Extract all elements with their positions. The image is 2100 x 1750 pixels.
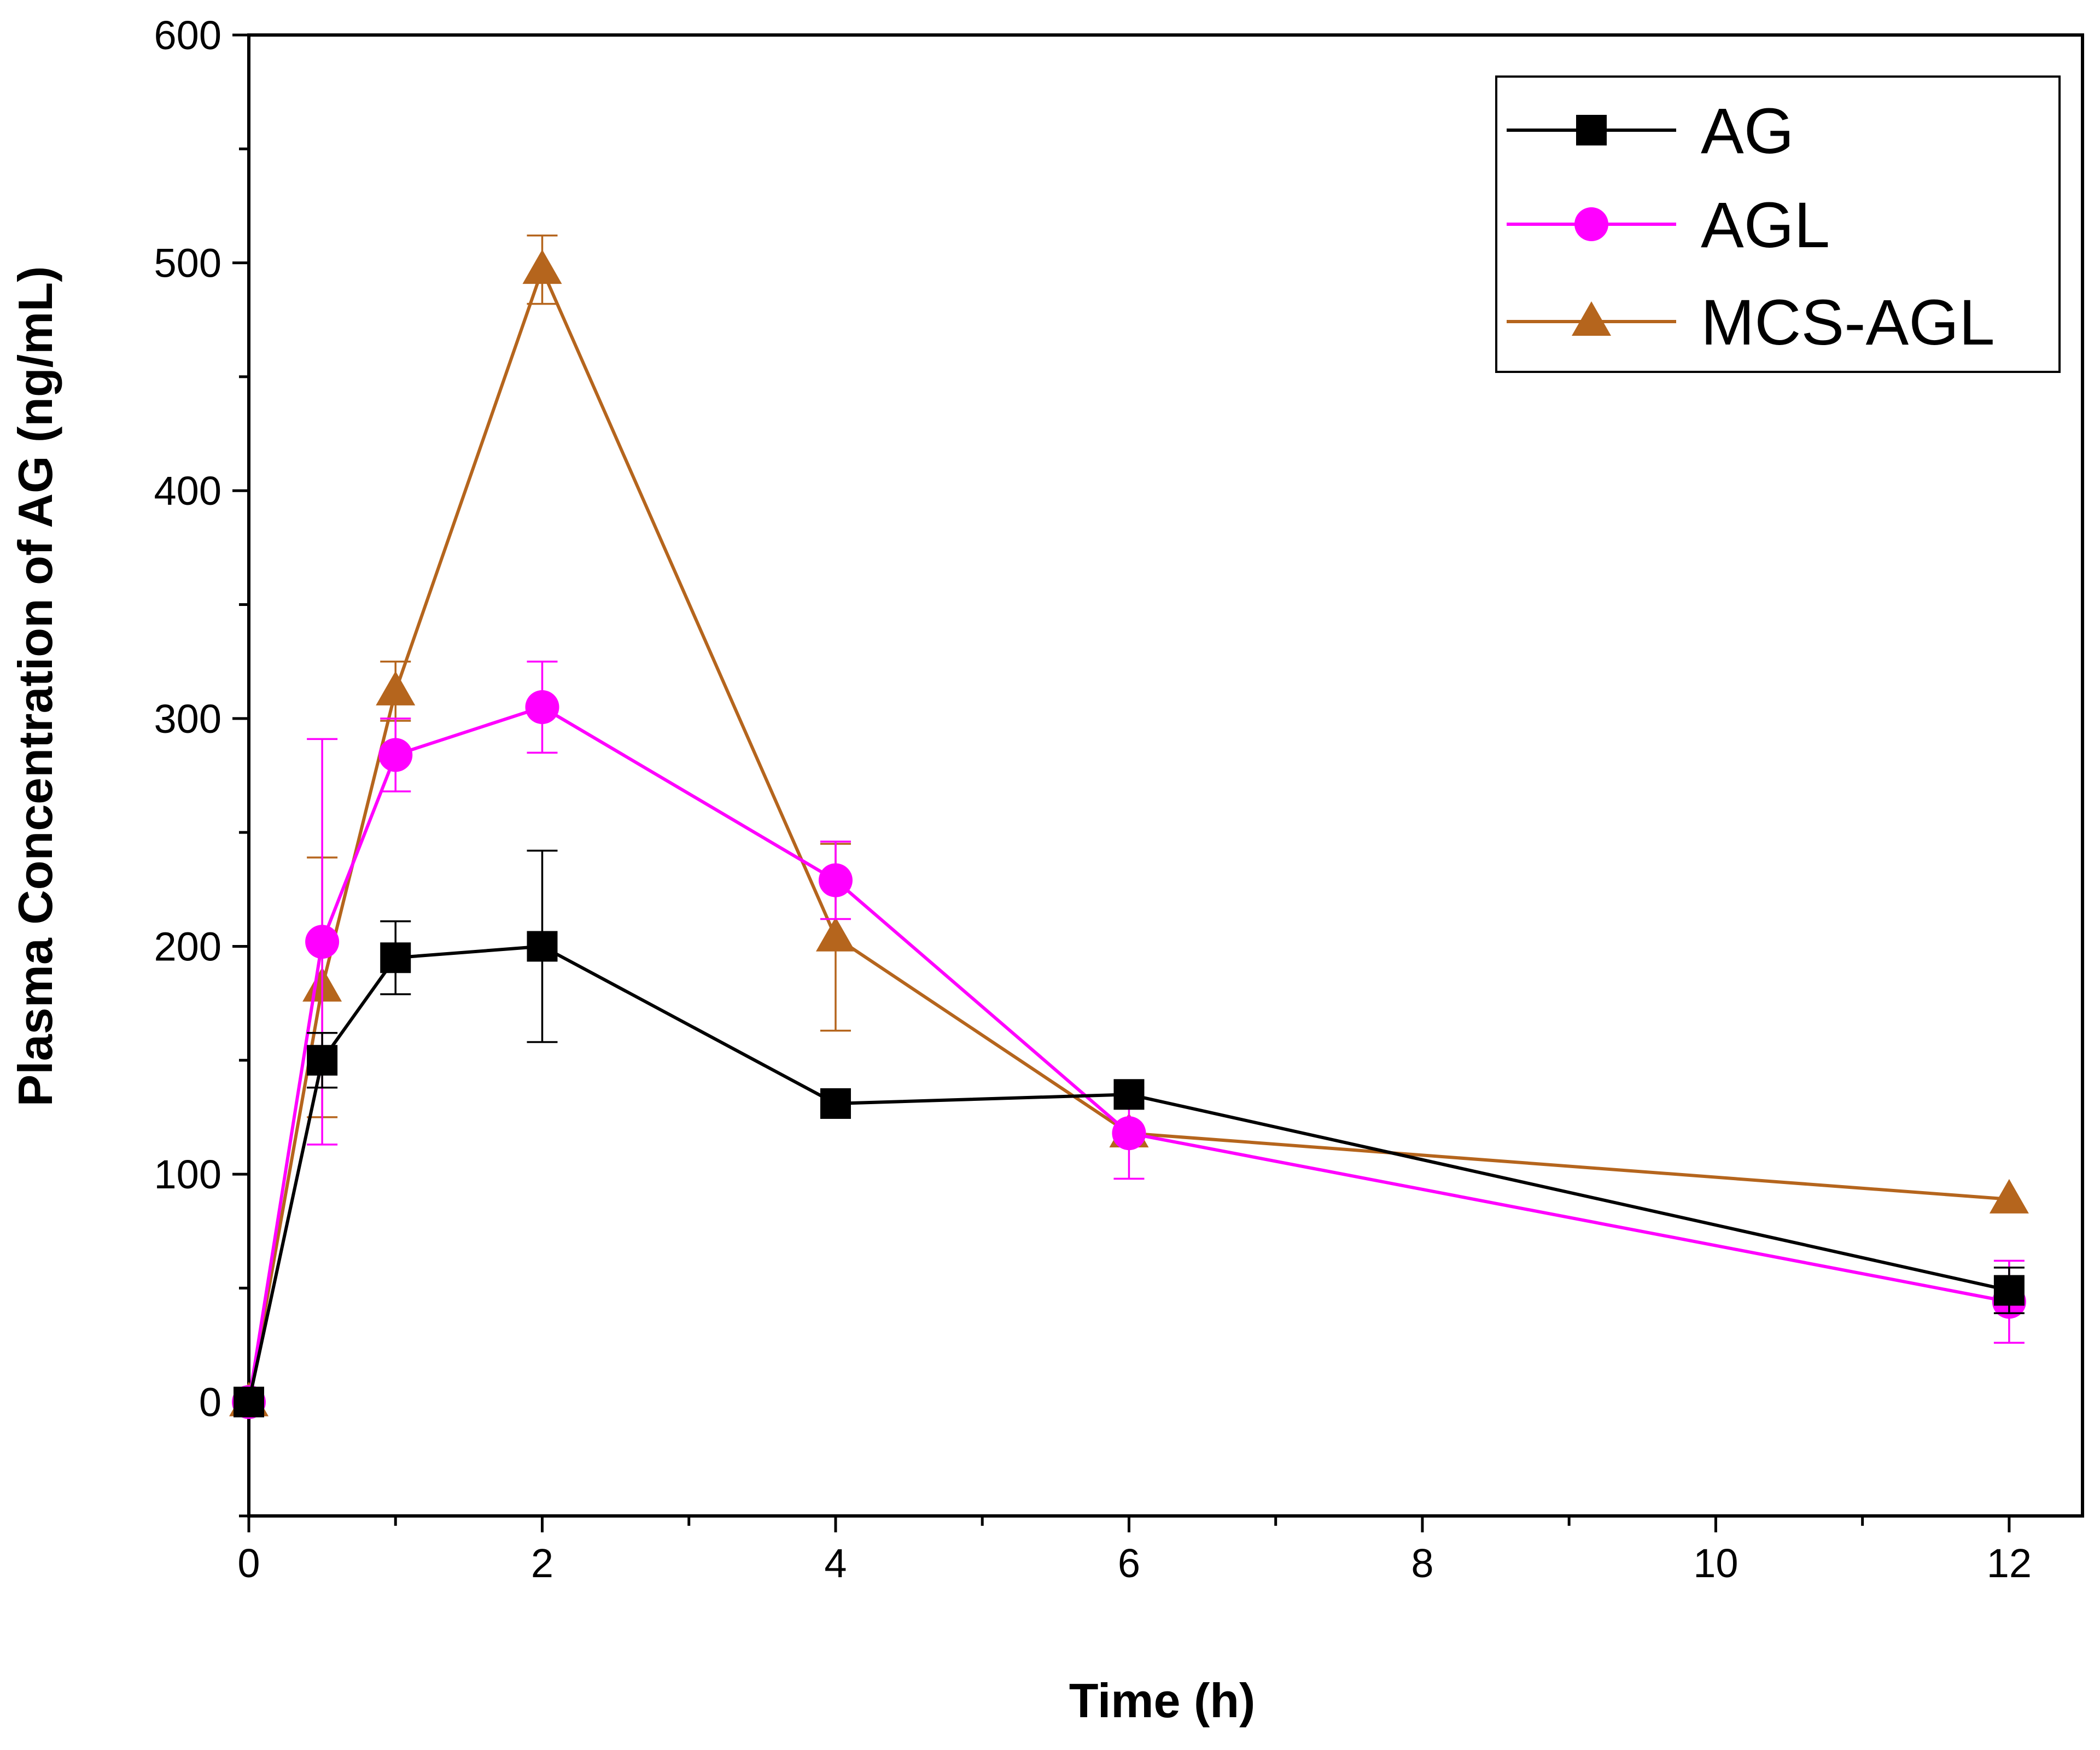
data-point-mcs-agl <box>1989 1179 2029 1214</box>
data-point-ag <box>307 1045 338 1076</box>
y-tick-label: 400 <box>154 468 221 514</box>
legend-entry-mcs-agl: MCS-AGL <box>1507 287 1995 359</box>
y-axis-title: Plasma Concentration of AG (ng/mL) <box>8 266 62 1107</box>
y-tick-label: 200 <box>154 924 221 969</box>
x-tick-label: 4 <box>824 1541 847 1586</box>
legend-label-ag: AG <box>1701 95 1794 167</box>
axes <box>247 33 2084 1518</box>
x-tick-label: 12 <box>1987 1541 2032 1586</box>
series-mcs-agl <box>229 234 2029 1416</box>
data-point-agl <box>305 925 340 959</box>
legend-entry-ag: AG <box>1507 95 1794 167</box>
y-tick-label: 300 <box>154 696 221 742</box>
x-axis-title: Time (h) <box>1069 1673 1256 1728</box>
y-tick-label: 0 <box>199 1380 221 1425</box>
y-tick-label: 500 <box>154 241 221 286</box>
data-point-ag <box>380 942 411 973</box>
plot-frame <box>247 33 2084 1518</box>
legend-marker-mcs-agl <box>1572 301 1611 336</box>
data-point-ag <box>527 931 558 962</box>
data-point-ag <box>820 1088 851 1119</box>
data-point-agl <box>378 738 413 772</box>
legend-entry-agl: AGL <box>1507 189 1830 261</box>
x-tick-label: 0 <box>237 1541 260 1586</box>
x-tick-label: 6 <box>1118 1541 1140 1586</box>
data-series <box>229 234 2029 1419</box>
x-tick-label: 2 <box>531 1541 553 1586</box>
y-tick-label: 100 <box>154 1152 221 1197</box>
y-tick-labels: 0 100 200 300 400 500 600 <box>154 13 221 1425</box>
legend-marker-ag <box>1576 115 1607 145</box>
series-line-agl <box>247 705 2010 1403</box>
legend-label-mcs-agl: MCS-AGL <box>1701 287 1995 359</box>
series-ag <box>234 849 2025 1418</box>
legend: AG AGL MCS-AGL <box>1495 75 2061 373</box>
data-point-mcs-agl <box>522 249 562 284</box>
series-agl <box>232 660 2026 1419</box>
x-tick-labels: 0 2 4 6 8 10 12 <box>237 1541 2032 1586</box>
data-point-mcs-agl <box>815 917 855 952</box>
x-tick-label: 10 <box>1693 1541 1738 1586</box>
data-point-ag <box>1113 1079 1145 1110</box>
data-point-ag <box>1993 1275 2025 1306</box>
data-point-agl <box>818 863 853 897</box>
data-point-mcs-agl <box>376 670 416 705</box>
data-point-agl <box>1112 1116 1146 1151</box>
data-point-agl <box>525 690 559 725</box>
y-tick-label: 600 <box>154 13 221 58</box>
tick-marks <box>232 33 2011 1532</box>
data-point-ag <box>234 1386 264 1418</box>
x-tick-label: 8 <box>1411 1541 1433 1586</box>
legend-label-agl: AGL <box>1701 189 1830 261</box>
legend-marker-agl <box>1574 207 1608 241</box>
